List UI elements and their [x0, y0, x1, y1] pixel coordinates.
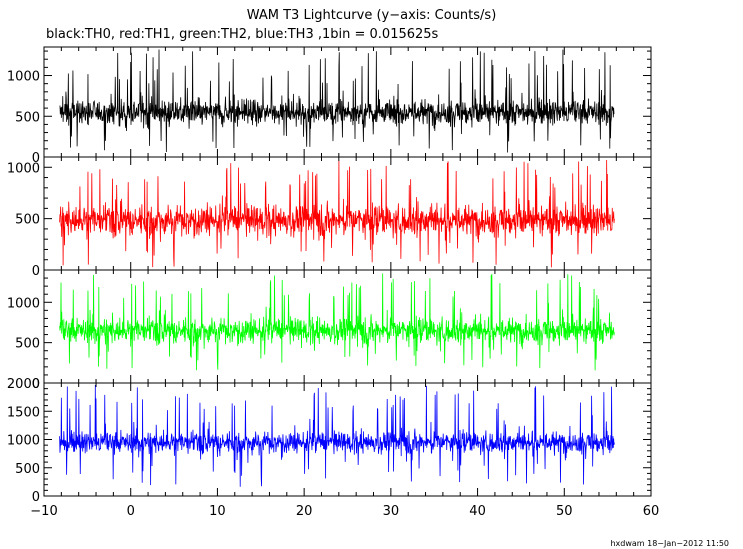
y-tick-label: 500	[15, 213, 40, 228]
y-tick-label: 0	[32, 490, 40, 505]
chart-subtitle: black:TH0, red:TH1, green:TH2, blue:TH3 …	[46, 27, 439, 42]
y-tick-label: 0	[32, 151, 40, 166]
x-tick-label: −10	[30, 504, 57, 519]
series-line-th0	[59, 49, 615, 153]
footer-stamp: hxdwam 18−Jan−2012 11:50	[610, 539, 729, 548]
y-tick-label: 1000	[7, 70, 40, 85]
x-tick-label: 0	[127, 504, 135, 519]
y-tick-label: 1000	[7, 434, 40, 449]
series-line-th1	[59, 160, 615, 268]
panel-th1: 0 500 1000	[7, 156, 652, 279]
chart-title: WAM T3 Lightcurve (y−axis: Counts/s)	[246, 8, 497, 23]
series-line-th3	[59, 385, 615, 487]
panel-frame	[43, 46, 652, 158]
x-tick-label: 10	[209, 504, 226, 519]
y-tick-label: 1000	[7, 161, 40, 176]
x-tick-label: 40	[469, 504, 486, 519]
series-line-th2	[59, 273, 615, 371]
x-tick-label: 60	[643, 504, 660, 519]
x-tick-label: 20	[296, 504, 313, 519]
x-tick-label: 30	[383, 504, 400, 519]
panel-th2: 0 500 1000	[7, 269, 652, 392]
panel-th0: 0 500 1000	[7, 46, 652, 166]
y-tick-label: 500	[15, 110, 40, 125]
y-tick-label: 500	[15, 462, 40, 477]
y-tick-label: 500	[15, 337, 40, 352]
x-tick-label: 50	[556, 504, 573, 519]
panel-th3: 0 500 1000 1500 2000	[7, 377, 652, 505]
y-tick-label: 2000	[7, 377, 40, 392]
y-tick-label: 1500	[7, 405, 40, 420]
y-tick-label: 1000	[7, 296, 40, 311]
y-tick-label: 0	[32, 377, 40, 392]
y-tick-label: 0	[32, 264, 40, 279]
